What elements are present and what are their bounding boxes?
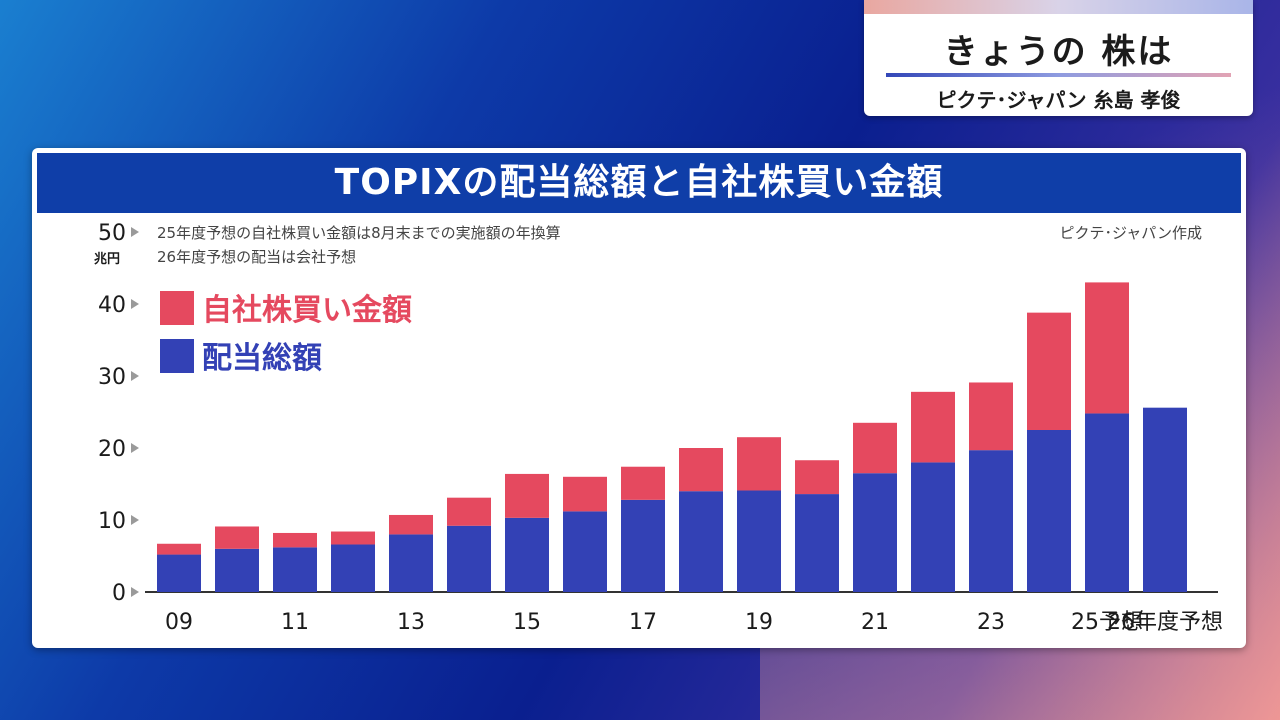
y-tick-label: 0 xyxy=(112,581,126,606)
bar-dividend xyxy=(389,534,433,592)
legend-label-buyback: 自社株買い金額 xyxy=(202,293,412,328)
bar-dividend xyxy=(1085,413,1129,592)
note-line-1: 25年度予想の自社株買い金額は8月末までの実施額の年換算 xyxy=(157,224,561,242)
bar-buyback xyxy=(505,473,549,518)
caption-title: きょうの 株は xyxy=(943,32,1174,72)
bar-dividend xyxy=(737,490,781,592)
legend-swatch-buyback xyxy=(160,291,194,325)
y-axis-unit: 兆円 xyxy=(94,251,120,267)
x-tick-label: 26年度予想 xyxy=(1107,610,1223,635)
bar-dividend xyxy=(795,494,839,592)
legend: 自社株買い金額 配当総額 xyxy=(160,291,412,376)
x-tick-label: 21 xyxy=(861,610,889,635)
note-line-2: 26年度予想の配当は会社予想 xyxy=(157,248,356,266)
legend-swatch-dividend xyxy=(160,339,194,373)
bar-dividend xyxy=(969,450,1013,592)
y-tick-marker xyxy=(131,371,139,381)
x-tick-label: 11 xyxy=(281,610,309,635)
y-tick-label: 40 xyxy=(98,293,126,318)
legend-label-dividend: 配当総額 xyxy=(202,341,322,376)
x-tick-label: 09 xyxy=(165,610,193,635)
bar-dividend xyxy=(447,525,491,592)
bar-buyback xyxy=(563,476,607,512)
bar-dividend xyxy=(621,499,665,592)
bar-dividend xyxy=(1027,430,1071,592)
bar-dividend xyxy=(563,511,607,592)
bar-buyback xyxy=(1027,312,1071,430)
bar-buyback xyxy=(447,497,491,526)
y-tick-label: 30 xyxy=(98,365,126,390)
bars xyxy=(157,282,1187,592)
bar-dividend xyxy=(331,544,375,592)
y-tick-marker xyxy=(131,299,139,309)
bar-buyback xyxy=(795,460,839,495)
bar-buyback xyxy=(331,531,375,545)
bar-dividend xyxy=(1143,407,1187,592)
bar-buyback xyxy=(1085,282,1129,414)
y-tick-label: 50 xyxy=(98,221,126,246)
bar-buyback xyxy=(273,532,317,548)
bar-buyback xyxy=(215,526,259,549)
bar-buyback xyxy=(911,391,955,463)
y-tick-marker xyxy=(131,443,139,453)
chart-title: TOPIXの配当総額と自社株買い金額 xyxy=(37,153,1241,213)
bar-dividend xyxy=(157,554,201,592)
caption-rule xyxy=(886,73,1231,77)
x-tick-label: 23 xyxy=(977,610,1005,635)
y-tick-label: 10 xyxy=(98,509,126,534)
source-note: ピクテ･ジャパン作成 xyxy=(1059,224,1202,242)
bar-buyback xyxy=(737,437,781,491)
bar-buyback xyxy=(679,448,723,492)
bar-dividend xyxy=(853,473,897,592)
bar-buyback xyxy=(621,466,665,500)
bar-buyback xyxy=(157,543,201,555)
bar-dividend xyxy=(679,491,723,592)
bar-dividend xyxy=(273,547,317,592)
y-tick-marker xyxy=(131,515,139,525)
y-tick-marker xyxy=(131,587,139,597)
bar-buyback xyxy=(853,422,897,474)
caption-strip xyxy=(864,0,1253,14)
y-tick-label: 20 xyxy=(98,437,126,462)
x-tick-label: 15 xyxy=(513,610,541,635)
bar-dividend xyxy=(911,462,955,592)
program-caption: きょうの 株は ピクテ･ジャパン 糸島 孝俊 xyxy=(864,0,1253,116)
bar-buyback xyxy=(389,514,433,535)
bar-dividend xyxy=(215,548,259,592)
bar-buyback xyxy=(969,382,1013,451)
x-tick-label: 13 xyxy=(397,610,425,635)
x-tick-label: 17 xyxy=(629,610,657,635)
bar-dividend xyxy=(505,517,549,592)
y-tick-marker xyxy=(131,227,139,237)
caption-subtitle: ピクテ･ジャパン 糸島 孝俊 xyxy=(936,88,1181,112)
x-tick-label: 19 xyxy=(745,610,773,635)
x-tick-label: 25予想 xyxy=(1071,610,1143,635)
